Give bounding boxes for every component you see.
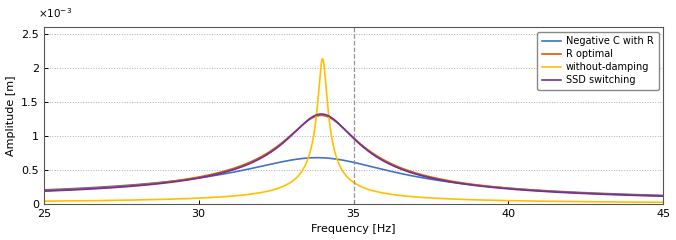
Negative C with R xyxy=(433,179,441,182)
SSD switching xyxy=(532,190,540,192)
without-damping xyxy=(659,201,667,204)
without-damping xyxy=(499,199,507,202)
without-damping xyxy=(406,195,414,198)
without-damping xyxy=(40,200,48,203)
R optimal xyxy=(532,189,540,192)
Negative C with R xyxy=(499,186,507,189)
Line: without-damping: without-damping xyxy=(44,59,663,202)
R optimal xyxy=(40,189,48,192)
Line: Negative C with R: Negative C with R xyxy=(44,158,663,195)
Negative C with R xyxy=(264,163,272,166)
Negative C with R xyxy=(40,188,48,191)
Text: $\times10^{-3}$: $\times10^{-3}$ xyxy=(38,6,72,20)
R optimal xyxy=(264,151,272,154)
X-axis label: Frequency [Hz]: Frequency [Hz] xyxy=(312,224,396,234)
Y-axis label: Amplitude [m]: Amplitude [m] xyxy=(5,75,16,156)
Line: R optimal: R optimal xyxy=(44,115,663,196)
R optimal xyxy=(433,177,441,180)
without-damping xyxy=(532,200,540,203)
without-damping xyxy=(264,190,272,192)
SSD switching xyxy=(71,188,79,191)
SSD switching xyxy=(406,171,414,174)
Negative C with R xyxy=(71,187,79,190)
Legend: Negative C with R, R optimal, without-damping, SSD switching: Negative C with R, R optimal, without-da… xyxy=(537,32,658,90)
R optimal xyxy=(659,194,667,197)
Negative C with R xyxy=(532,189,540,192)
without-damping xyxy=(71,199,79,202)
SSD switching xyxy=(40,190,48,193)
SSD switching xyxy=(318,113,326,115)
SSD switching xyxy=(499,187,507,190)
Negative C with R xyxy=(406,174,414,177)
SSD switching xyxy=(659,195,667,198)
SSD switching xyxy=(264,153,272,156)
without-damping xyxy=(318,57,327,60)
R optimal xyxy=(499,186,507,189)
Negative C with R xyxy=(313,156,321,159)
R optimal xyxy=(406,170,414,173)
R optimal xyxy=(317,114,325,117)
SSD switching xyxy=(433,178,441,181)
Line: SSD switching: SSD switching xyxy=(44,114,663,196)
Negative C with R xyxy=(659,194,667,197)
without-damping xyxy=(433,197,441,200)
R optimal xyxy=(71,188,79,191)
